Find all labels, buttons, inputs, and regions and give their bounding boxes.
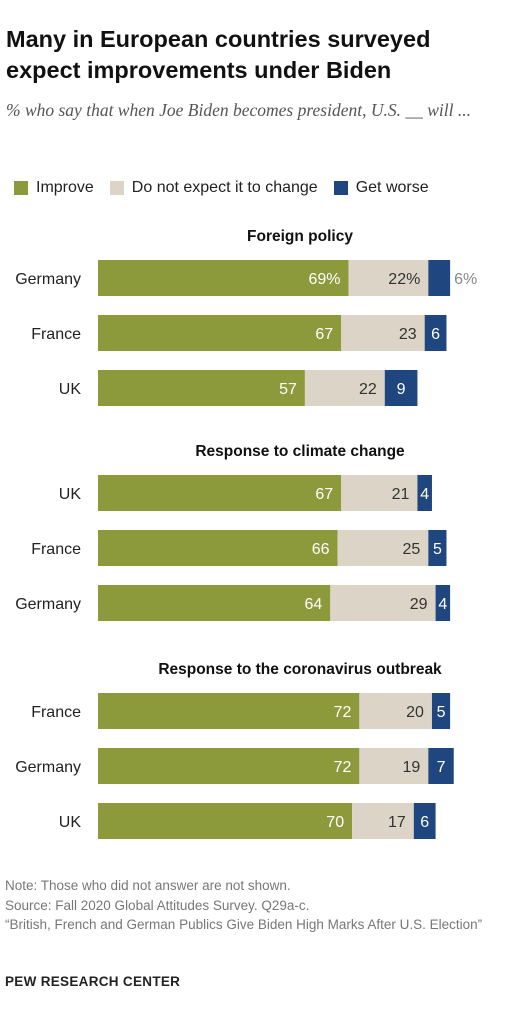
legend-label-no-change: Do not expect it to change [131,179,318,196]
bar-segment [348,260,429,296]
legend-swatch-no-change [109,181,124,195]
data-label: 7 [437,759,446,776]
bar-segment [98,693,360,729]
chart-subtitle: % who say that when Joe Biden becomes pr… [6,100,471,120]
category-label: UK [59,814,82,831]
bar-segment [424,315,447,351]
chart-title: Many in European countries surveyed expe… [6,26,431,83]
data-label: 23 [399,326,417,343]
legend-item-improve: Improve [14,179,94,197]
bar-segment [352,803,414,839]
data-label: 9 [397,381,406,398]
panel-title: Response to climate change [195,443,405,460]
data-label: 6 [420,814,429,831]
legend-label-improve: Improve [36,179,94,196]
data-label: 6 [431,326,440,343]
category-label: France [31,326,81,343]
data-label: 57 [279,381,297,398]
data-label: 69% [308,271,340,288]
bar-segment [98,530,338,566]
source-text: Source: Fall 2020 Global Attitudes Surve… [5,897,310,913]
report-text: “British, French and German Publics Give… [5,917,483,932]
note-text: Note: Those who did not answer are not s… [5,878,291,893]
category-label: UK [59,486,82,503]
category-label: Germany [15,759,81,776]
data-label: 70 [326,814,344,831]
data-label: 20 [406,704,424,721]
bar-segment [98,803,353,839]
bar-segment [341,475,418,511]
bar-segment [417,475,432,511]
data-label: 22 [359,381,377,398]
bar-segment [98,585,331,621]
data-label: 4 [438,596,447,613]
bar-segment [98,748,360,784]
data-label: 4 [420,486,429,503]
panel-title: Foreign policy [247,228,353,245]
bar-segment [359,748,429,784]
data-label: 67 [315,486,333,503]
data-label: 5 [433,541,442,558]
bar-segment [359,693,432,729]
data-label: 17 [388,814,406,831]
panel-title: Response to the coronavirus outbreak [158,661,442,678]
category-label: Germany [15,271,81,288]
data-label: 72 [334,759,352,776]
data-label: 25 [403,541,421,558]
legend-swatch-improve [14,181,28,195]
footer-notes: Note: Those who did not answer are not s… [5,876,510,935]
legend-swatch-worse [333,181,348,195]
data-label: 22% [388,271,420,288]
bar-segment [337,530,429,566]
data-label: 64 [305,596,323,613]
bar-segment [98,260,349,296]
data-label: 21 [392,486,410,503]
bar-segment [435,585,451,621]
data-label: 72 [334,704,352,721]
bar-segment [428,748,454,784]
bar-segment [304,370,385,406]
category-label: France [31,704,81,721]
bar-segment [98,475,342,511]
data-label: 67 [315,326,333,343]
data-label: 19 [403,759,421,776]
category-label: Germany [15,596,81,613]
legend-item-worse: Get worse [333,179,429,197]
legend: Improve Do not expect it to change Get w… [14,177,445,199]
bar-segment [428,530,447,566]
data-label: 29 [410,596,428,613]
bar-segment [431,693,451,729]
brand-label: PEW RESEARCH CENTER [5,974,181,989]
category-label: UK [59,381,82,398]
legend-item-no-change: Do not expect it to change [109,179,318,197]
bar-segment [428,260,451,296]
data-label: 6% [454,271,477,288]
data-label: 66 [312,541,330,558]
bar-segment [98,315,342,351]
bar-segment [384,370,418,406]
data-label: 5 [437,704,446,721]
bar-segment [330,585,436,621]
bar-segment [341,315,425,351]
bar-segment [98,370,305,406]
bar-segment [413,803,436,839]
legend-label-worse: Get worse [355,179,429,196]
category-label: France [31,541,81,558]
